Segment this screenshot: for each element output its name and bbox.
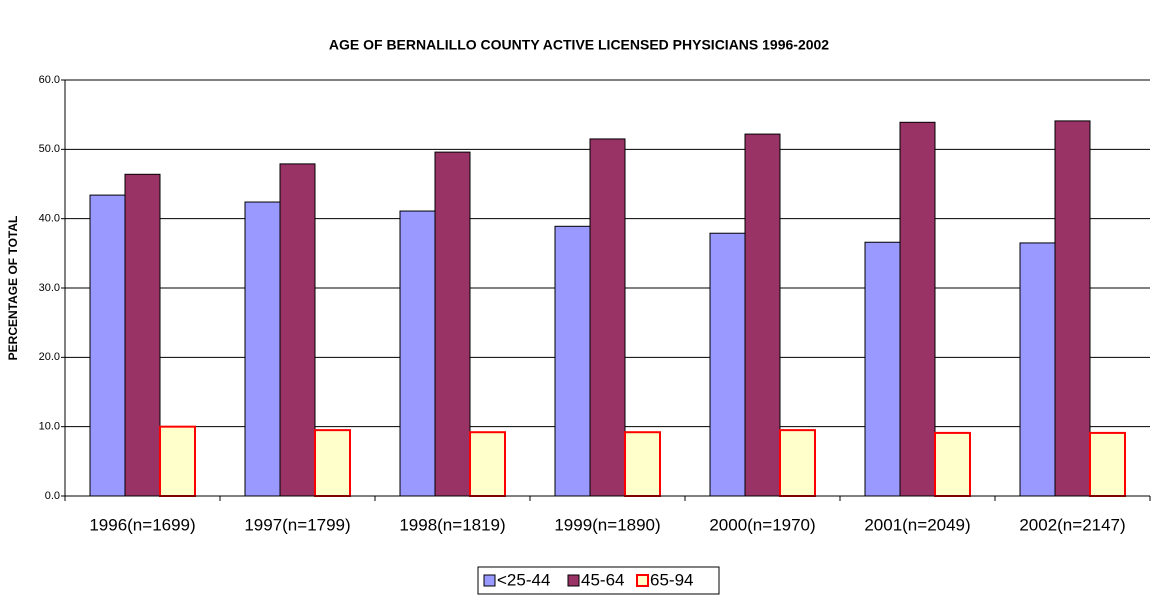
x-tick-label: 2000(n=1970): [709, 515, 815, 534]
y-tick-label: 20.0: [39, 351, 60, 363]
bar: [934, 431, 971, 498]
x-tick-label: 1998(n=1819): [399, 515, 505, 534]
legend-label: 45-64: [581, 570, 624, 589]
x-tick-label: 2002(n=2147): [1019, 515, 1125, 534]
bar: [744, 133, 781, 497]
bar: [709, 232, 746, 497]
chart-title: AGE OF BERNALILLO COUNTY ACTIVE LICENSED…: [329, 37, 829, 53]
bar: [399, 210, 436, 497]
x-tick-label: 1996(n=1699): [89, 515, 195, 534]
bar: [244, 201, 281, 497]
bar: [159, 425, 196, 497]
legend-label: 65-94: [650, 570, 693, 589]
bar: [89, 194, 126, 497]
y-tick-label: 0.0: [45, 490, 60, 502]
y-axis-label: PERCENTAGE OF TOTAL: [6, 216, 20, 361]
bar: [899, 121, 936, 497]
x-tick-label: 2001(n=2049): [864, 515, 970, 534]
bar: [1054, 120, 1091, 497]
x-tick-label: 1997(n=1799): [244, 515, 350, 534]
x-tick-label: 1999(n=1890): [554, 515, 660, 534]
legend-label: <25-44: [497, 570, 550, 589]
legend-swatch: [636, 574, 649, 587]
bar: [589, 138, 626, 497]
bar: [279, 163, 316, 497]
y-tick-label: 10.0: [39, 421, 60, 433]
legend-swatch: [567, 574, 580, 587]
bar: [314, 429, 351, 497]
y-tick-label: 50.0: [39, 143, 60, 155]
bar: [1089, 431, 1126, 498]
y-tick-label: 40.0: [39, 213, 60, 225]
bar: [554, 225, 591, 497]
y-tick-label: 30.0: [39, 282, 60, 294]
y-tick-label: 60.0: [39, 74, 60, 86]
bar: [469, 431, 506, 498]
bar: [1019, 242, 1056, 497]
legend-box: [477, 566, 720, 595]
bar: [624, 431, 661, 498]
bar: [864, 241, 901, 497]
legend-swatch: [483, 574, 496, 587]
bar: [124, 173, 161, 497]
bar: [779, 429, 816, 497]
bar: [434, 151, 471, 497]
